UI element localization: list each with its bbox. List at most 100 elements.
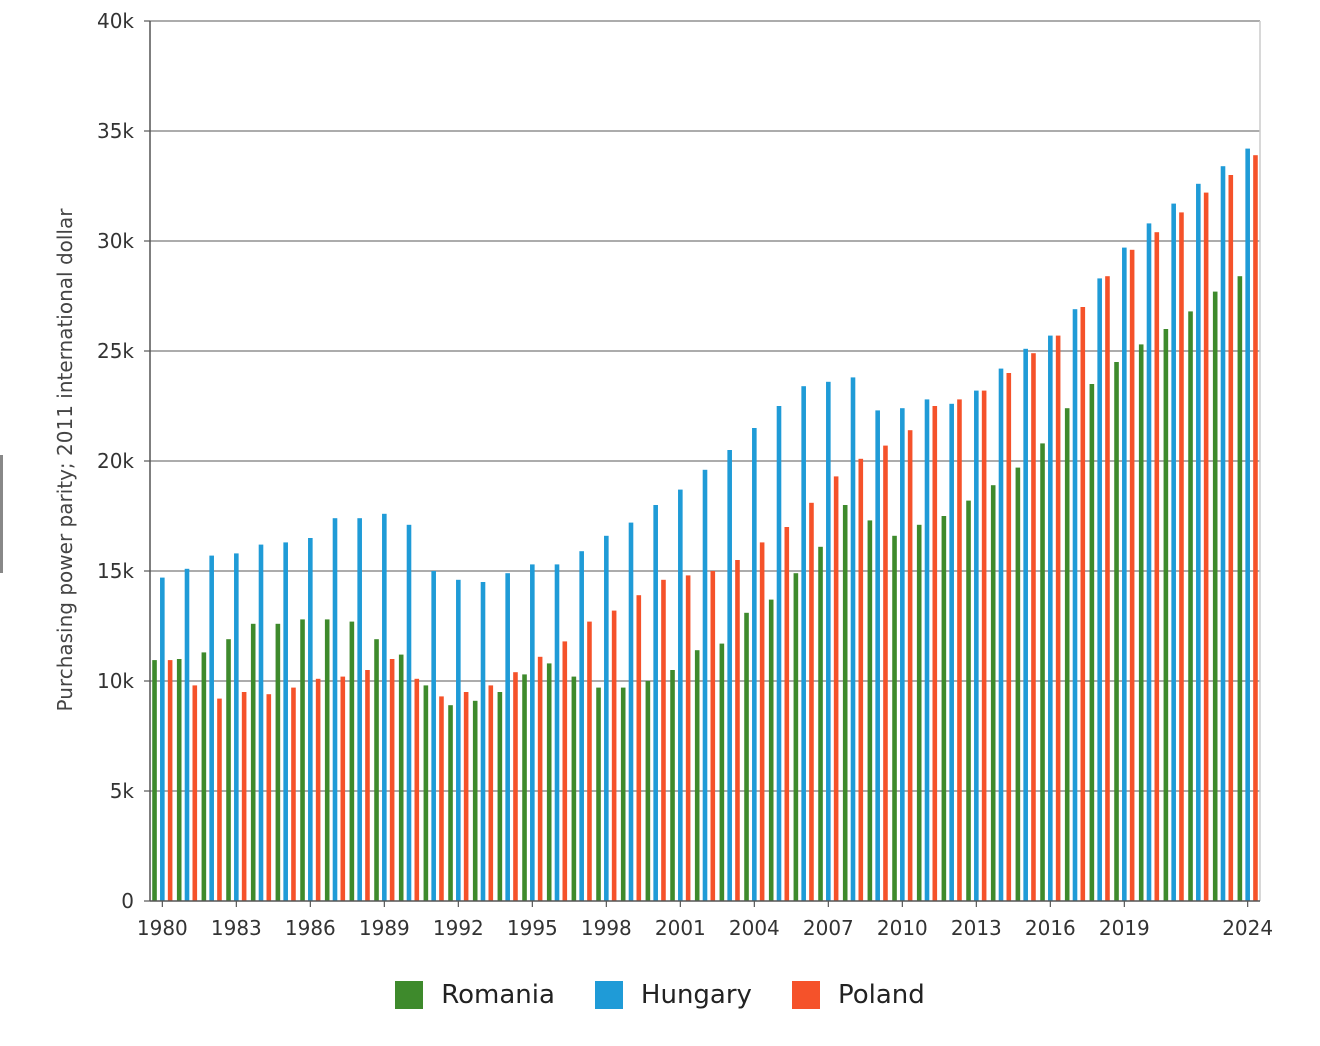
legend-swatch-poland <box>791 981 820 1009</box>
bar-poland-2018 <box>1105 276 1110 901</box>
bar-romania-2008 <box>842 505 848 901</box>
bar-romania-1992 <box>448 705 453 901</box>
bar-hungary-2013 <box>974 390 979 901</box>
bar-hungary-2005 <box>776 406 782 901</box>
left-edge-mark <box>0 455 3 573</box>
bar-romania-1991 <box>423 685 429 901</box>
bar-hungary-2024 <box>1245 148 1250 902</box>
bar-romania-2014 <box>990 485 996 901</box>
bar-poland-1997 <box>587 621 592 901</box>
bar-poland-2015 <box>1031 353 1036 901</box>
bar-poland-2010 <box>907 430 913 901</box>
bar-poland-2005 <box>784 527 790 901</box>
bar-poland-2009 <box>883 445 888 901</box>
bar-romania-2011 <box>916 524 922 901</box>
bar-hungary-2000 <box>653 505 658 901</box>
bar-romania-2007 <box>818 546 823 901</box>
bar-poland-1980 <box>167 660 173 901</box>
x-tick-label: 2019 <box>1099 916 1150 940</box>
legend-item-poland[interactable]: Poland <box>791 980 925 1010</box>
y-tick-label: 20k <box>97 449 134 473</box>
bar-romania-1998 <box>596 687 601 901</box>
bar-romania-2005 <box>768 599 774 901</box>
axes <box>144 20 1261 907</box>
y-tick-label: 15k <box>97 559 134 583</box>
bar-poland-2001 <box>685 575 691 901</box>
x-tick-label: 2016 <box>1025 916 1076 940</box>
bar-poland-1989 <box>389 659 395 901</box>
bar-hungary-2007 <box>826 381 831 901</box>
bar-hungary-1982 <box>209 555 214 901</box>
bar-poland-2016 <box>1055 335 1061 902</box>
bar-poland-2020 <box>1154 232 1160 901</box>
legend-item-hungary[interactable]: Hungary <box>594 980 752 1010</box>
y-tick-label: 35k <box>97 119 134 143</box>
legend-item-romania[interactable]: Romania <box>395 980 555 1010</box>
bar-romania-2018 <box>1089 384 1095 901</box>
bar-poland-1995 <box>537 656 543 901</box>
bar-romania-2019 <box>1114 362 1119 901</box>
y-tick-label: 5k <box>110 779 135 803</box>
bar-hungary-1991 <box>431 571 436 901</box>
bar-hungary-1988 <box>357 518 362 901</box>
bar-poland-2006 <box>809 502 814 901</box>
bar-poland-2004 <box>759 542 765 901</box>
bar-poland-2019 <box>1129 249 1135 902</box>
bar-romania-1993 <box>472 700 478 901</box>
bars <box>152 148 1258 902</box>
bar-poland-1984 <box>266 694 272 901</box>
bar-hungary-1990 <box>406 524 412 901</box>
x-tick-label: 1995 <box>507 916 558 940</box>
bar-poland-1993 <box>488 685 494 901</box>
x-tick-label: 2010 <box>877 916 928 940</box>
bar-hungary-1999 <box>628 522 634 901</box>
bar-romania-2000 <box>645 681 651 901</box>
bar-hungary-1986 <box>308 538 313 901</box>
bar-romania-1983 <box>226 639 231 901</box>
bar-romania-2003 <box>719 643 725 901</box>
bar-poland-1982 <box>217 698 222 901</box>
y-axis-label: Purchasing power parity; 2011 internatio… <box>53 208 77 712</box>
bar-hungary-1998 <box>604 535 609 901</box>
bar-hungary-1980 <box>160 577 165 901</box>
bar-hungary-2012 <box>949 403 954 901</box>
bar-romania-1996 <box>546 663 552 901</box>
legend-swatch-hungary <box>594 981 623 1009</box>
x-tick-label: 1983 <box>211 916 262 940</box>
y-tick-label: 40k <box>97 9 134 33</box>
bar-poland-1981 <box>192 685 198 901</box>
bar-hungary-2014 <box>998 368 1004 902</box>
y-tick-label: 30k <box>97 229 134 253</box>
bar-poland-1990 <box>414 678 420 901</box>
bar-poland-2008 <box>858 458 864 901</box>
bar-poland-1998 <box>611 610 617 901</box>
bar-romania-1985 <box>275 623 281 901</box>
bar-poland-2003 <box>735 560 740 901</box>
bar-hungary-2016 <box>1048 335 1053 902</box>
bar-poland-1986 <box>315 678 321 901</box>
legend-label-romania: Romania <box>441 980 555 1010</box>
bar-romania-1982 <box>201 652 207 901</box>
bar-poland-1988 <box>365 670 370 901</box>
bar-romania-2009 <box>867 520 873 901</box>
x-tick-label: 2007 <box>803 916 854 940</box>
bar-hungary-2021 <box>1171 203 1176 902</box>
bar-poland-1999 <box>636 595 642 901</box>
bar-romania-1980 <box>152 660 157 901</box>
bar-romania-2016 <box>1040 443 1045 901</box>
bar-hungary-1987 <box>332 518 338 901</box>
bar-romania-2004 <box>744 612 749 901</box>
bar-hungary-2008 <box>850 377 856 901</box>
bar-hungary-2015 <box>1023 348 1028 901</box>
x-tick-label: 1989 <box>359 916 410 940</box>
bar-poland-1991 <box>439 696 444 901</box>
bar-poland-1992 <box>463 692 469 901</box>
x-tick-label: 1986 <box>285 916 336 940</box>
bar-hungary-2020 <box>1146 223 1152 901</box>
bar-romania-2012 <box>941 516 947 901</box>
bar-romania-2020 <box>1138 344 1144 901</box>
x-tick-label: 2024 <box>1222 916 1273 940</box>
bar-romania-1986 <box>300 619 305 901</box>
tick-labels: 0 5k 10k 15k 20k 25k 30k 35k 40k 1980 1983 1986 1989… <box>97 9 1273 940</box>
bar-romania-2017 <box>1064 408 1070 901</box>
